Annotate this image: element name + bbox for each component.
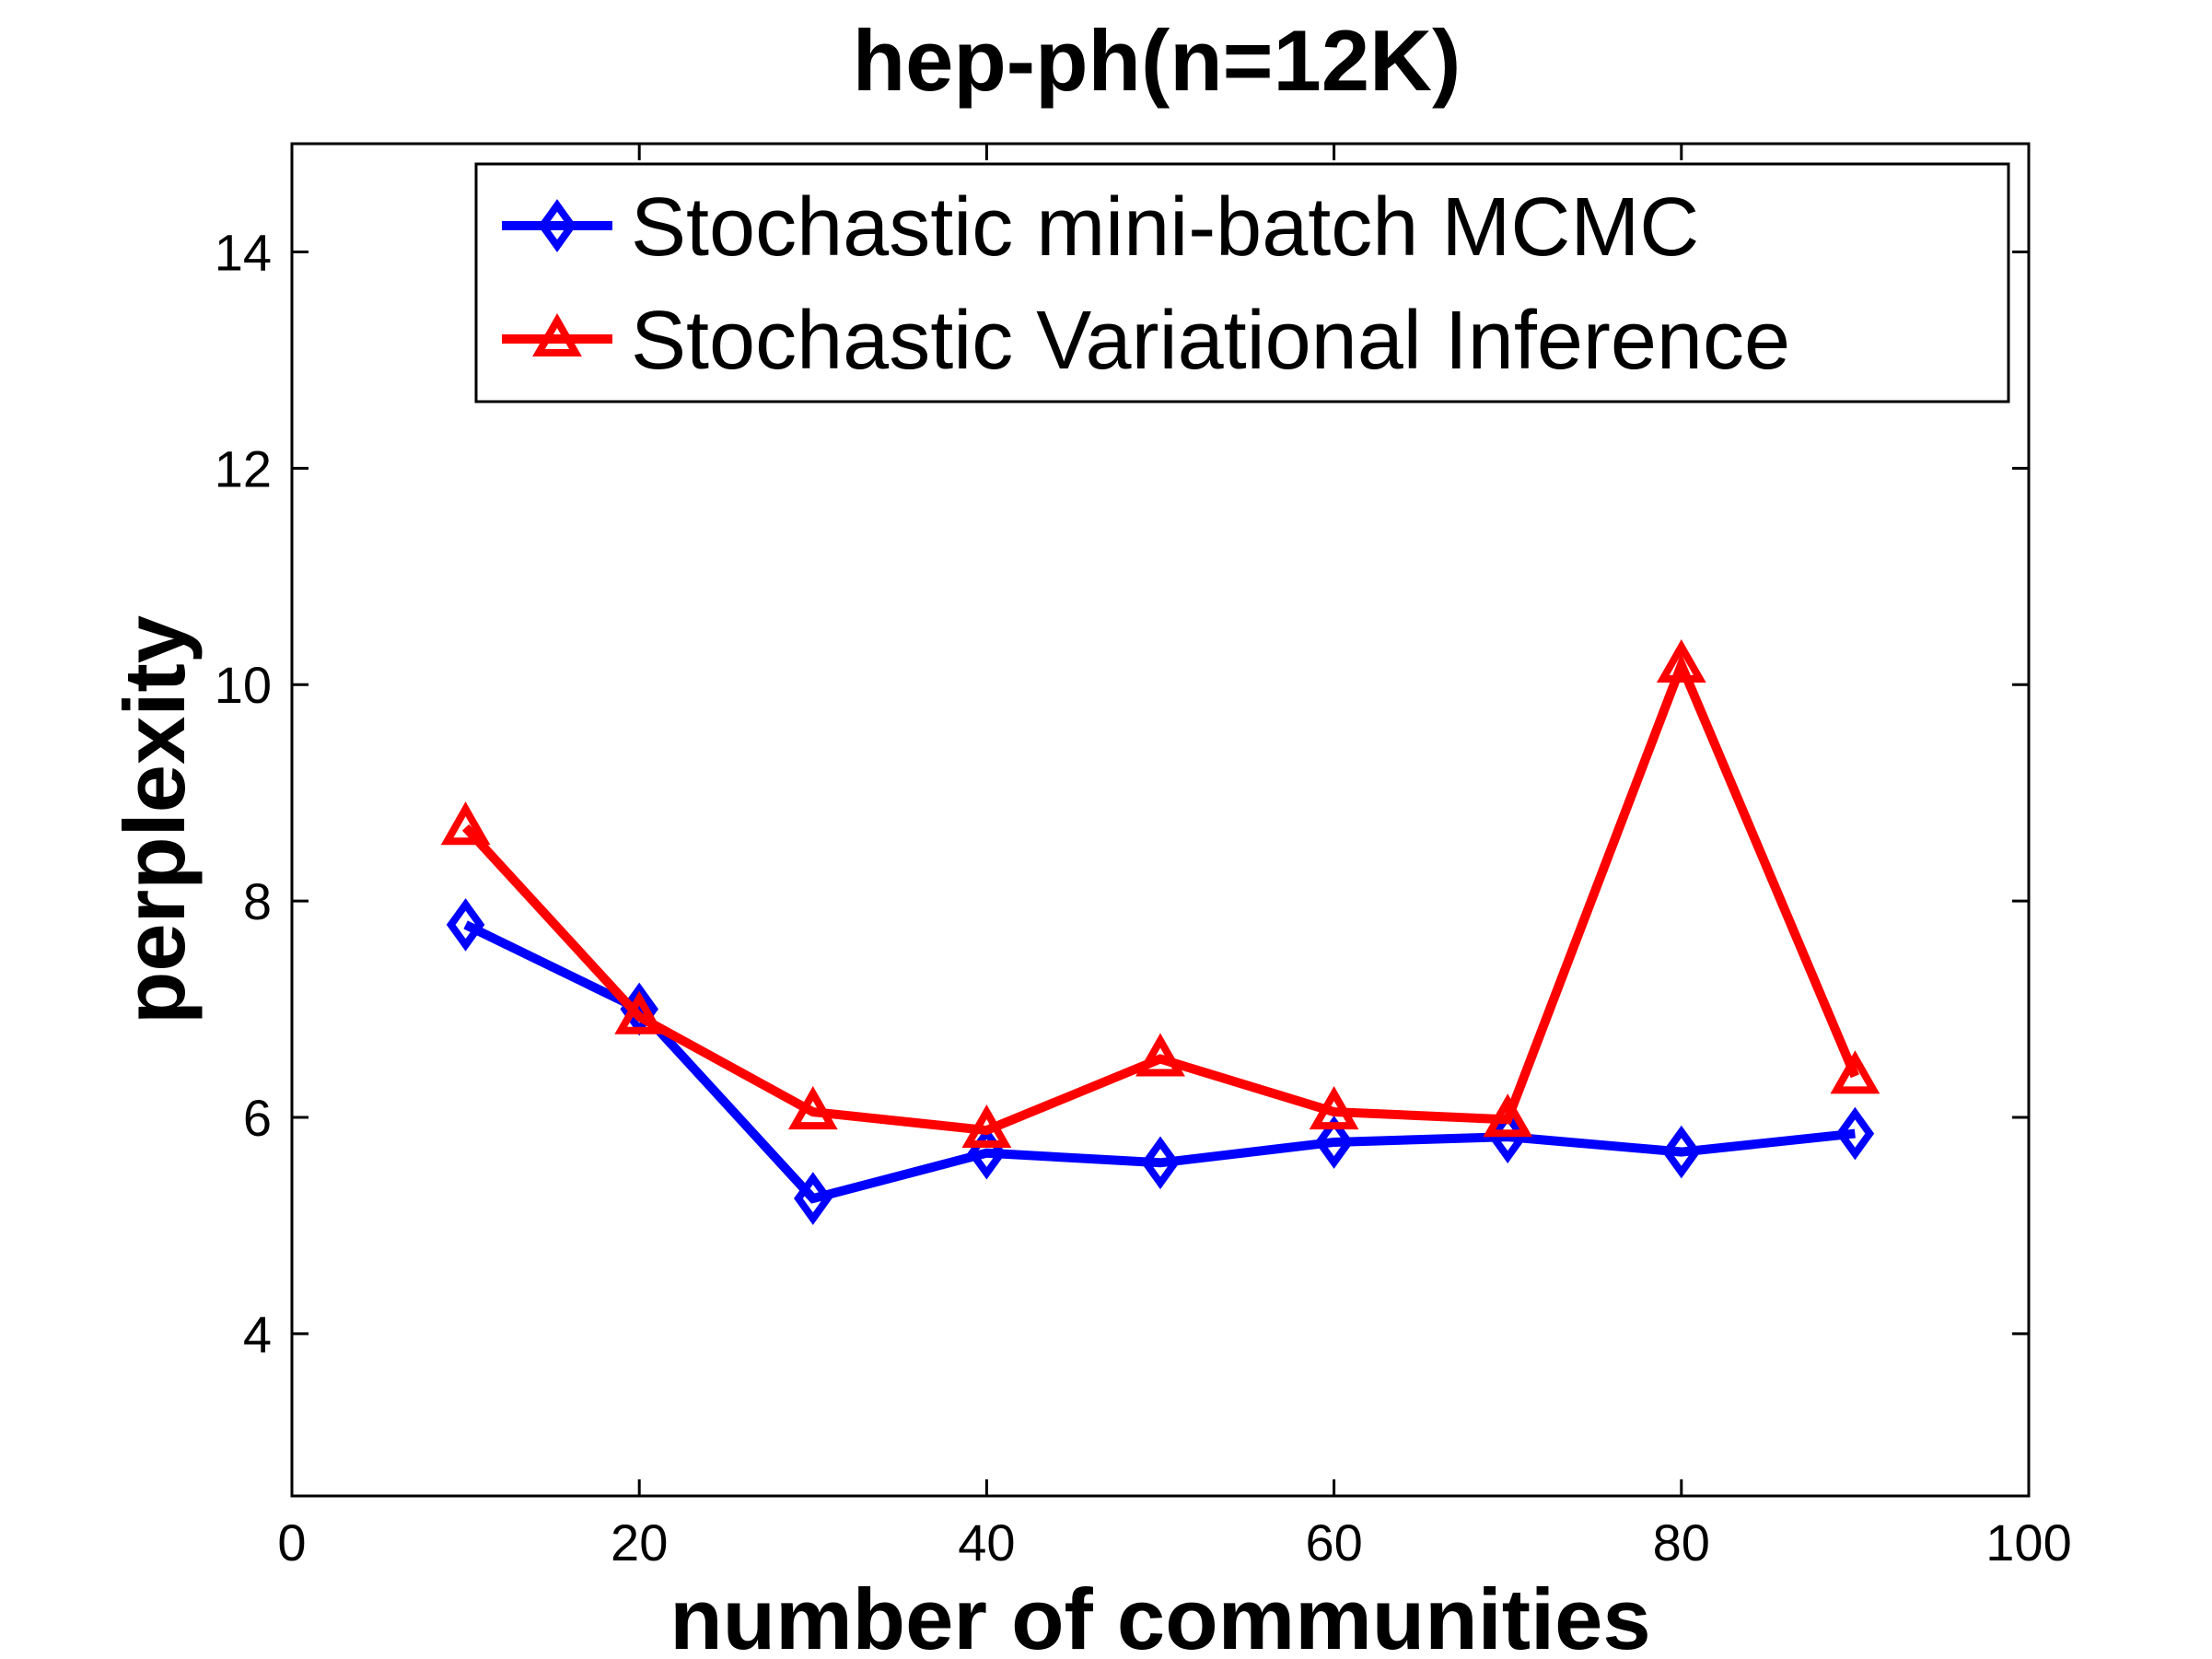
x-tick-label: 80 (1653, 1513, 1710, 1571)
plot-frame (290, 142, 2031, 1498)
data-point (614, 990, 665, 1034)
legend-label: Stochastic mini-batch MCMC (631, 181, 1699, 274)
x-tick-label: 40 (958, 1513, 1015, 1571)
y-tick-label: 4 (243, 1305, 272, 1363)
chart-title: hep-ph(n=12K) (853, 12, 1461, 109)
data-point (1314, 1116, 1354, 1169)
series-line (461, 652, 1860, 1136)
data-point (1656, 638, 1706, 683)
axis-ticks: 0 20 40 60 80 100 4 6 8 10 12 14 (215, 144, 2072, 1571)
data-point (794, 1172, 832, 1225)
x-tick-label: 100 (1985, 1513, 2071, 1571)
y-tick-label: 6 (243, 1089, 272, 1147)
data-point (1135, 1033, 1185, 1077)
data-point (1830, 1050, 1880, 1094)
legend-marker (538, 199, 576, 252)
y-tick-label: 8 (243, 872, 272, 930)
y-tick-label: 10 (215, 656, 272, 714)
data-point (1835, 1106, 1875, 1161)
data-point (1141, 1136, 1180, 1190)
x-tick-label: 60 (1305, 1513, 1362, 1571)
data-point (1309, 1086, 1359, 1130)
legend-entry: Stochastic Variational Inference (502, 295, 1790, 387)
data-point (1662, 1125, 1701, 1179)
data-point (440, 801, 491, 846)
data-point (1483, 1093, 1533, 1138)
legend: Stochastic mini-batch MCMC Stochastic Var… (474, 162, 2010, 403)
x-tick-label: 20 (611, 1513, 668, 1571)
data-point (787, 1086, 838, 1130)
legend-label: Stochastic Variational Inference (631, 295, 1790, 387)
series-line (463, 920, 1856, 1204)
series-layer (440, 638, 1880, 1225)
y-tick-label: 14 (215, 223, 272, 281)
y-axis-label: perplexity (106, 615, 203, 1024)
series-svi (440, 638, 1880, 1149)
legend-entry: Stochastic mini-batch MCMC (502, 181, 1699, 274)
x-tick-label: 0 (277, 1513, 306, 1571)
y-tick-label: 12 (215, 439, 272, 497)
legend-box (474, 162, 2010, 403)
legend-marker (532, 312, 582, 356)
data-point (961, 1104, 1012, 1149)
data-point (446, 898, 485, 952)
x-axis-label: number of communities (669, 1571, 1650, 1659)
